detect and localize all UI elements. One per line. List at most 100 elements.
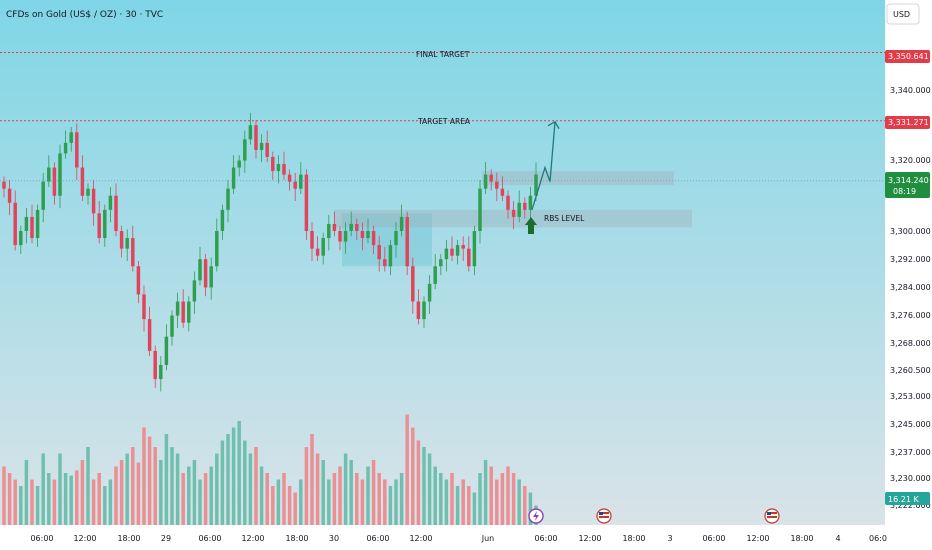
candle-body[interactable]: [511, 209, 516, 217]
candle-body[interactable]: [276, 164, 281, 172]
candle-body[interactable]: [7, 188, 12, 203]
candle-body[interactable]: [444, 248, 449, 260]
candle-body[interactable]: [265, 142, 269, 157]
candle-body[interactable]: [259, 142, 264, 150]
candle-body[interactable]: [187, 301, 191, 323]
candle-body[interactable]: [2, 181, 6, 189]
candle-body[interactable]: [254, 125, 258, 150]
candle-body[interactable]: [461, 245, 465, 249]
candle-body[interactable]: [327, 223, 331, 239]
candle-body[interactable]: [405, 216, 409, 267]
candle-body[interactable]: [243, 139, 247, 161]
candle-body[interactable]: [483, 174, 488, 189]
candle-body[interactable]: [523, 202, 527, 210]
candle-body[interactable]: [153, 350, 157, 380]
candle-body[interactable]: [136, 266, 141, 295]
candle-body[interactable]: [203, 259, 208, 288]
currency-button[interactable]: USD: [886, 3, 920, 25]
candle-body[interactable]: [394, 231, 398, 246]
candle-body[interactable]: [91, 188, 96, 214]
candle-body[interactable]: [215, 231, 219, 267]
candle-body[interactable]: [147, 319, 152, 351]
candle-body[interactable]: [164, 336, 169, 365]
candle-body[interactable]: [489, 174, 493, 182]
candle-body[interactable]: [175, 301, 180, 316]
candle-body[interactable]: [310, 231, 314, 249]
candle-body[interactable]: [343, 231, 348, 242]
candle-body[interactable]: [119, 231, 124, 249]
candle-body[interactable]: [517, 202, 521, 217]
candle-body[interactable]: [86, 188, 90, 196]
candle-body[interactable]: [248, 125, 253, 140]
candle-body[interactable]: [332, 223, 337, 231]
candle-body[interactable]: [192, 280, 197, 302]
candle-body[interactable]: [388, 245, 393, 267]
lightning-event-icon[interactable]: [528, 508, 544, 524]
candle-body[interactable]: [338, 231, 342, 242]
candle-body[interactable]: [495, 181, 499, 189]
candle-body[interactable]: [103, 209, 107, 239]
candle-body[interactable]: [360, 231, 365, 239]
candle-body[interactable]: [63, 142, 68, 154]
candle-body[interactable]: [371, 231, 376, 246]
us-flag-event-icon[interactable]: [596, 508, 612, 524]
candle-body[interactable]: [293, 181, 297, 189]
candle-body[interactable]: [170, 315, 174, 337]
candle-body[interactable]: [52, 167, 57, 196]
candle-body[interactable]: [209, 266, 213, 288]
candle-body[interactable]: [500, 188, 505, 196]
candle-body[interactable]: [472, 231, 477, 267]
candle-body[interactable]: [422, 301, 426, 320]
candle-body[interactable]: [75, 132, 79, 168]
candle-body[interactable]: [226, 188, 230, 210]
candle-body[interactable]: [282, 164, 286, 175]
candle-body[interactable]: [467, 248, 471, 267]
candle-body[interactable]: [399, 216, 404, 231]
us-flag-event-icon[interactable]: [764, 508, 780, 524]
candle-body[interactable]: [47, 167, 51, 182]
candle-body[interactable]: [478, 188, 482, 231]
candle-body[interactable]: [455, 245, 460, 256]
candle-body[interactable]: [237, 160, 241, 168]
candle-body[interactable]: [181, 301, 185, 323]
candle-body[interactable]: [19, 231, 23, 246]
candle-body[interactable]: [58, 153, 62, 196]
candle-body[interactable]: [69, 132, 73, 143]
candle-body[interactable]: [315, 248, 320, 256]
candle-body[interactable]: [97, 213, 101, 239]
candle-body[interactable]: [304, 174, 309, 231]
candle-body[interactable]: [24, 216, 29, 231]
candle-body[interactable]: [220, 209, 225, 231]
candle-body[interactable]: [450, 248, 454, 256]
candle-body[interactable]: [506, 195, 510, 210]
candle-body[interactable]: [439, 259, 443, 267]
candle-body[interactable]: [131, 238, 135, 267]
candle-body[interactable]: [125, 238, 129, 249]
candle-body[interactable]: [299, 174, 303, 189]
candle-body[interactable]: [528, 195, 533, 210]
candle-body[interactable]: [433, 266, 437, 284]
candle-body[interactable]: [377, 245, 381, 260]
candle-body[interactable]: [355, 223, 359, 231]
time-axis[interactable]: [0, 525, 932, 550]
candle-body[interactable]: [142, 294, 146, 320]
candle-body[interactable]: [13, 202, 17, 246]
candle-body[interactable]: [411, 266, 415, 302]
candle-body[interactable]: [231, 167, 236, 189]
candle-body[interactable]: [287, 174, 292, 182]
candle-body[interactable]: [35, 209, 40, 239]
candle-body[interactable]: [159, 364, 163, 380]
currency-button-label[interactable]: USD: [893, 10, 910, 19]
candle-body[interactable]: [321, 238, 325, 256]
candle-body[interactable]: [383, 259, 387, 267]
candle-body[interactable]: [198, 259, 202, 281]
candle-body[interactable]: [108, 195, 113, 210]
candle-body[interactable]: [416, 301, 421, 320]
candle-body[interactable]: [41, 181, 45, 210]
candle-body[interactable]: [427, 283, 432, 302]
candle-body[interactable]: [114, 195, 118, 231]
candle-body[interactable]: [80, 167, 85, 196]
candle-body[interactable]: [534, 174, 538, 196]
price-axis[interactable]: [885, 0, 932, 525]
